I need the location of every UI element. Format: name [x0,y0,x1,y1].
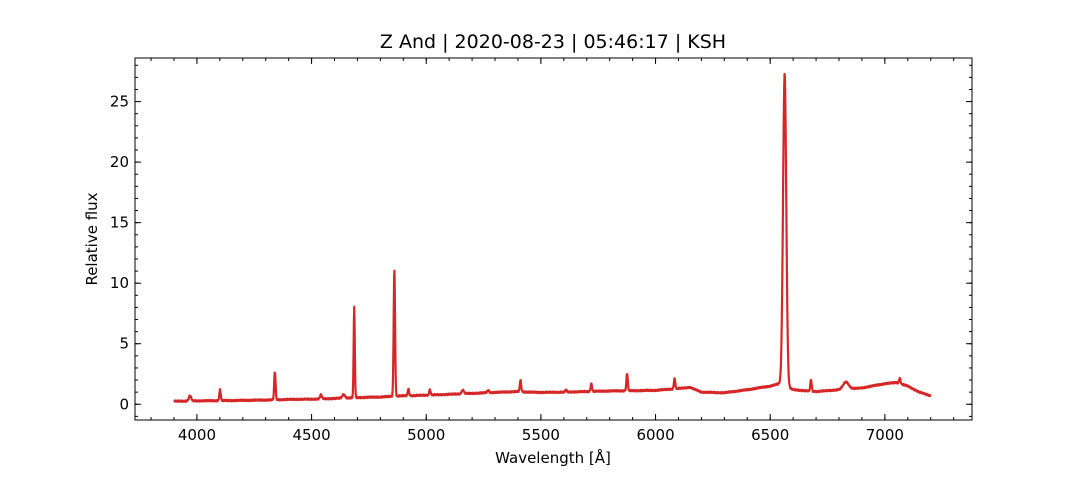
x-tick-label: 5000 [407,426,445,444]
axis-ticks: 4000 4500 5000 5500 6000 6500 7000 0 5 10 15 20 25 [110,58,972,444]
x-axis-label: Wavelength [Å] [495,448,611,467]
y-tick-label: 0 [119,395,129,413]
x-tick-label: 4000 [178,426,216,444]
axes-frame [134,57,973,421]
y-tick-label: 25 [110,93,129,111]
x-tick-label: 4500 [292,426,330,444]
plot-area [173,72,932,404]
y-tick-label: 15 [110,214,129,232]
x-tick-label: 6500 [751,426,789,444]
y-tick-label: 20 [110,153,129,171]
x-tick-label: 7000 [866,426,904,444]
x-tick-label: 6000 [636,426,674,444]
chart-title: Z And | 2020-08-23 | 05:46:17 | KSH [380,31,726,53]
x-tick-label: 5500 [522,426,560,444]
y-axis-label: Relative flux [83,192,101,285]
y-tick-label: 5 [119,335,129,353]
y-tick-label: 10 [110,274,129,292]
spectrum-line [173,72,932,404]
